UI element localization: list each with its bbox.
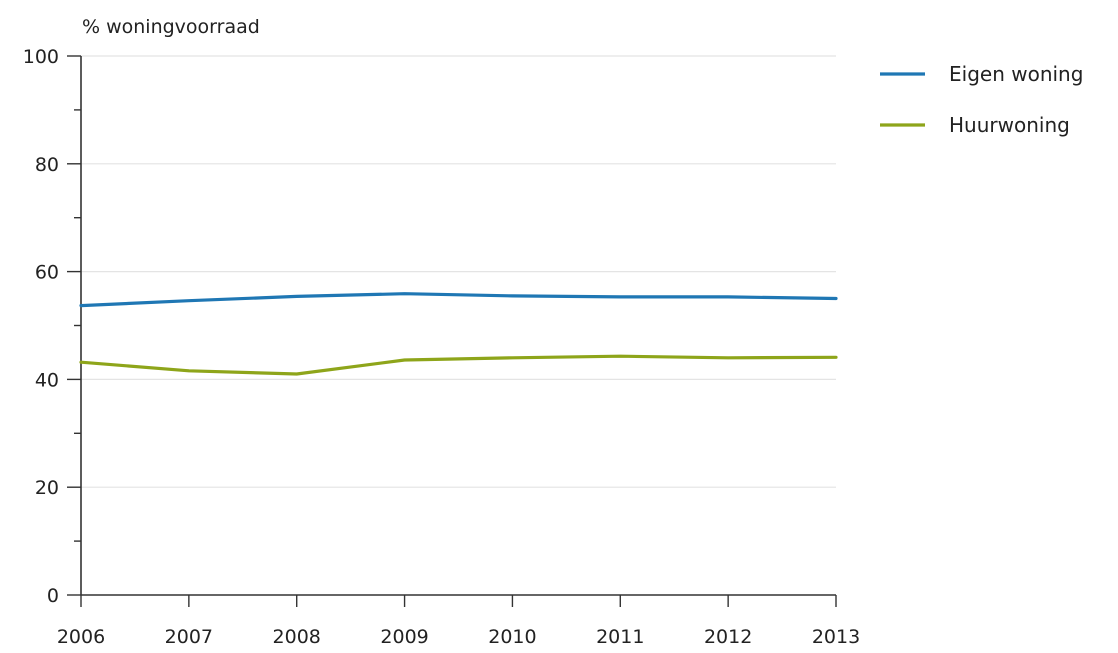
x-tick-label-2013: 2013: [812, 626, 860, 648]
x-tick-label-2011: 2011: [596, 626, 644, 648]
series-line-eigen-woning: [79, 292, 838, 308]
y-tick-label-80: 80: [35, 154, 59, 176]
y-tick-label-100: 100: [23, 46, 59, 68]
y-tick-label-20: 20: [35, 477, 59, 499]
grid-lines: [81, 55, 836, 488]
axes: 0 20 40 60 80 100 2006 2007 2008 2009 2010 2011 2012…: [23, 46, 860, 648]
x-tick-label-2008: 2008: [273, 626, 321, 648]
legend-label-eigen-woning: Eigen woning: [949, 62, 1083, 86]
legend-label-huurwoning: Huurwoning: [949, 113, 1070, 137]
y-tick-label-0: 0: [47, 585, 59, 607]
series-line-huurwoning: [79, 354, 838, 376]
x-tick-label-2007: 2007: [165, 626, 213, 648]
x-tick-label-2009: 2009: [380, 626, 428, 648]
x-tick-label-2010: 2010: [488, 626, 536, 648]
y-tick-label-40: 40: [35, 369, 59, 391]
legend: Eigen woning Huurwoning: [880, 62, 1083, 137]
x-tick-label-2012: 2012: [704, 626, 752, 648]
series-lines: [79, 292, 838, 376]
y-tick-label-60: 60: [35, 262, 59, 284]
x-tick-label-2006: 2006: [57, 626, 105, 648]
y-axis-label: % woningvoorraad: [82, 16, 260, 38]
